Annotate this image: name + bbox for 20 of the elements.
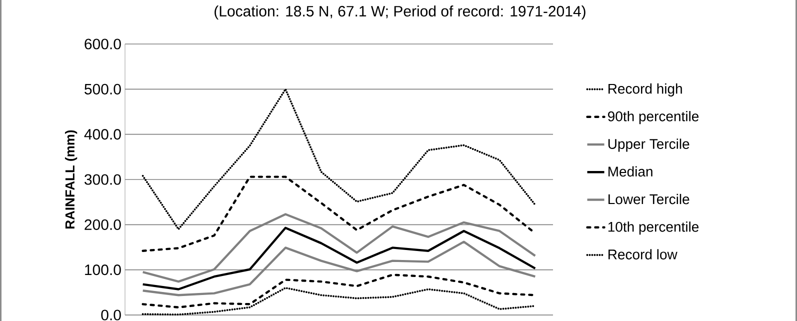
y-tick-label: 500.0: [84, 84, 121, 94]
legend-label: Median: [608, 166, 652, 177]
legend-label: Lower Tercile: [608, 194, 690, 204]
chart-title: (Location: 18.5 N, 67.1 W; Period of record: 1971-2014): [214, 6, 586, 20]
legend-label: Upper Tercile: [608, 138, 690, 152]
y-axis-title: RAINFALL (mm): [64, 130, 78, 228]
legend-label: Record low: [608, 249, 678, 260]
line-series: [142, 226, 536, 290]
y-tick-label: 100.0: [85, 264, 121, 276]
y-tick-label: 200.0: [84, 219, 121, 230]
line-series: [142, 88, 536, 230]
legend-label: Record high: [608, 83, 682, 96]
y-tick-label: 400.0: [84, 129, 121, 140]
line-series: [142, 240, 536, 296]
y-tick-label: 0.0: [101, 310, 121, 320]
line-series: [142, 213, 536, 283]
y-tick-label: 600.0: [84, 38, 121, 50]
y-tick-label: 300.0: [84, 174, 121, 185]
legend-label: 10th percentile: [608, 222, 699, 235]
legend-label: 90th percentile: [608, 111, 699, 124]
